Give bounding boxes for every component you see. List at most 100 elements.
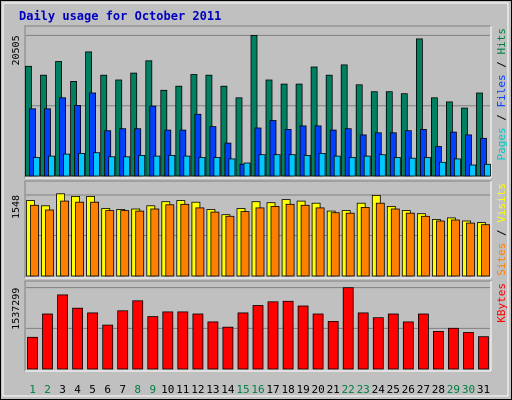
bar-pages-day-3 bbox=[63, 153, 70, 177]
bar-hits-day-31 bbox=[476, 92, 483, 177]
bar-hits-day-7 bbox=[115, 79, 123, 177]
bar-pages-day-1 bbox=[33, 157, 40, 177]
y-max-label: 1548 bbox=[11, 195, 22, 219]
bar-files-day-23 bbox=[359, 134, 367, 177]
day-label-6: 6 bbox=[104, 383, 111, 396]
bar-kbytes-day-17 bbox=[267, 301, 279, 370]
bar-sites-day-22 bbox=[345, 212, 355, 277]
day-label-20: 20 bbox=[311, 383, 324, 396]
bar-sites-day-12 bbox=[195, 207, 205, 277]
bar-files-day-26 bbox=[404, 130, 412, 177]
bar-pages-day-17 bbox=[273, 154, 281, 177]
bar-pages-day-12 bbox=[198, 157, 206, 177]
bar-sites-day-3 bbox=[60, 200, 69, 277]
bar-files-day-27 bbox=[419, 128, 427, 177]
bar-pages-day-20 bbox=[318, 152, 326, 177]
day-label-11: 11 bbox=[176, 383, 189, 396]
bar-files-day-11 bbox=[179, 129, 187, 177]
bar-kbytes-day-3 bbox=[57, 294, 68, 370]
bar-files-day-17 bbox=[269, 120, 277, 177]
bar-pages-day-19 bbox=[303, 154, 311, 177]
bar-pages-day-27 bbox=[423, 157, 431, 177]
bar-files-day-9 bbox=[149, 105, 157, 177]
bar-sites-day-19 bbox=[300, 204, 310, 277]
bar-pages-day-4 bbox=[78, 152, 85, 177]
day-label-3: 3 bbox=[59, 383, 66, 396]
bar-pages-day-2 bbox=[48, 155, 55, 177]
day-label-13: 13 bbox=[206, 383, 219, 396]
bar-files-day-10 bbox=[164, 129, 172, 177]
bar-pages-day-25 bbox=[393, 157, 401, 177]
bar-pages-day-31 bbox=[484, 163, 491, 177]
bar-pages-day-5 bbox=[93, 152, 100, 177]
bar-files-day-13 bbox=[209, 126, 217, 177]
bar-kbytes-day-9 bbox=[147, 316, 159, 370]
bar-hits-day-15 bbox=[235, 97, 243, 177]
bar-kbytes-day-10 bbox=[162, 311, 174, 370]
bar-files-day-3 bbox=[59, 97, 66, 177]
panel-kbytes: 1537299 KBytes bbox=[11, 280, 508, 372]
legend-sites: Sites bbox=[495, 243, 508, 276]
bar-sites-day-1 bbox=[30, 204, 39, 277]
bar-pages-day-22 bbox=[348, 157, 356, 177]
bar-kbytes-day-24 bbox=[372, 317, 384, 370]
bar-hits-day-16 bbox=[250, 35, 258, 177]
bar-kbytes-day-26 bbox=[402, 321, 414, 370]
bar-kbytes-day-19 bbox=[297, 305, 309, 370]
day-label-15: 15 bbox=[236, 383, 249, 396]
bar-pages-day-23 bbox=[363, 155, 371, 177]
bar-hits-day-22 bbox=[340, 64, 348, 177]
bar-sites-day-25 bbox=[390, 208, 400, 277]
x-axis-day-labels: 1 2 3 4 5 6 7 8 9 10 11 12 13 14 15 16 17 18 19 20 21 22 23 24 2… bbox=[29, 383, 490, 396]
bar-sites-day-21 bbox=[330, 212, 340, 277]
day-label-29: 29 bbox=[447, 383, 460, 396]
bar-files-day-25 bbox=[389, 132, 397, 177]
bar-files-day-16 bbox=[254, 127, 262, 177]
bar-kbytes-day-7 bbox=[117, 310, 129, 370]
bar-hits-day-8 bbox=[130, 72, 138, 177]
bar-sites-day-5 bbox=[90, 201, 99, 277]
bar-sites-day-30 bbox=[466, 222, 475, 277]
panel-hits-files-pages: 20505 Pages / Files / Hits bbox=[11, 25, 508, 179]
bar-kbytes-day-6 bbox=[102, 324, 114, 370]
day-label-4: 4 bbox=[74, 383, 81, 396]
bar-pages-day-10 bbox=[168, 154, 176, 177]
bar-files-day-7 bbox=[119, 128, 127, 177]
bar-sites-day-28 bbox=[435, 220, 445, 277]
bar-sites-day-9 bbox=[150, 208, 160, 277]
bar-sites-day-26 bbox=[405, 212, 415, 277]
bar-hits-day-20 bbox=[310, 66, 318, 177]
panel-visits-sites: 1548 Sites / Visits bbox=[11, 180, 508, 279]
bar-kbytes-day-29 bbox=[447, 327, 459, 370]
bar-kbytes-day-13 bbox=[207, 321, 219, 370]
bar-kbytes-day-16 bbox=[252, 305, 264, 370]
bar-sites-day-31 bbox=[481, 224, 490, 277]
series-legend-label: Pages / Files / Hits bbox=[495, 28, 508, 161]
bar-pages-day-14 bbox=[228, 158, 236, 177]
day-label-18: 18 bbox=[281, 383, 294, 396]
day-label-12: 12 bbox=[191, 383, 204, 396]
day-label-1: 1 bbox=[29, 383, 36, 396]
chart-title: Daily usage for October 2011 bbox=[19, 9, 221, 23]
day-label-21: 21 bbox=[327, 383, 340, 396]
bar-sites-day-7 bbox=[120, 210, 130, 277]
bar-kbytes-day-2 bbox=[42, 313, 53, 370]
series-legend-label: Sites / Visits bbox=[495, 183, 508, 276]
day-label-25: 25 bbox=[387, 383, 400, 396]
bar-pages-day-11 bbox=[183, 155, 191, 177]
bar-kbytes-day-12 bbox=[192, 313, 204, 370]
bar-sites-day-10 bbox=[165, 204, 175, 277]
bar-files-day-22 bbox=[344, 128, 352, 177]
bar-sites-day-4 bbox=[75, 201, 84, 277]
bar-sites-day-16 bbox=[255, 207, 265, 277]
bar-pages-day-21 bbox=[333, 155, 341, 177]
bar-sites-day-2 bbox=[45, 209, 54, 277]
day-label-16: 16 bbox=[251, 383, 264, 396]
bar-pages-day-7 bbox=[123, 156, 131, 177]
legend-files: Files bbox=[495, 74, 508, 107]
legend-visits: Visits bbox=[495, 183, 508, 223]
bar-kbytes-day-22 bbox=[342, 287, 354, 370]
bar-kbytes-day-5 bbox=[87, 312, 98, 370]
bar-kbytes-day-23 bbox=[357, 312, 369, 370]
bar-kbytes-day-1 bbox=[27, 336, 38, 370]
